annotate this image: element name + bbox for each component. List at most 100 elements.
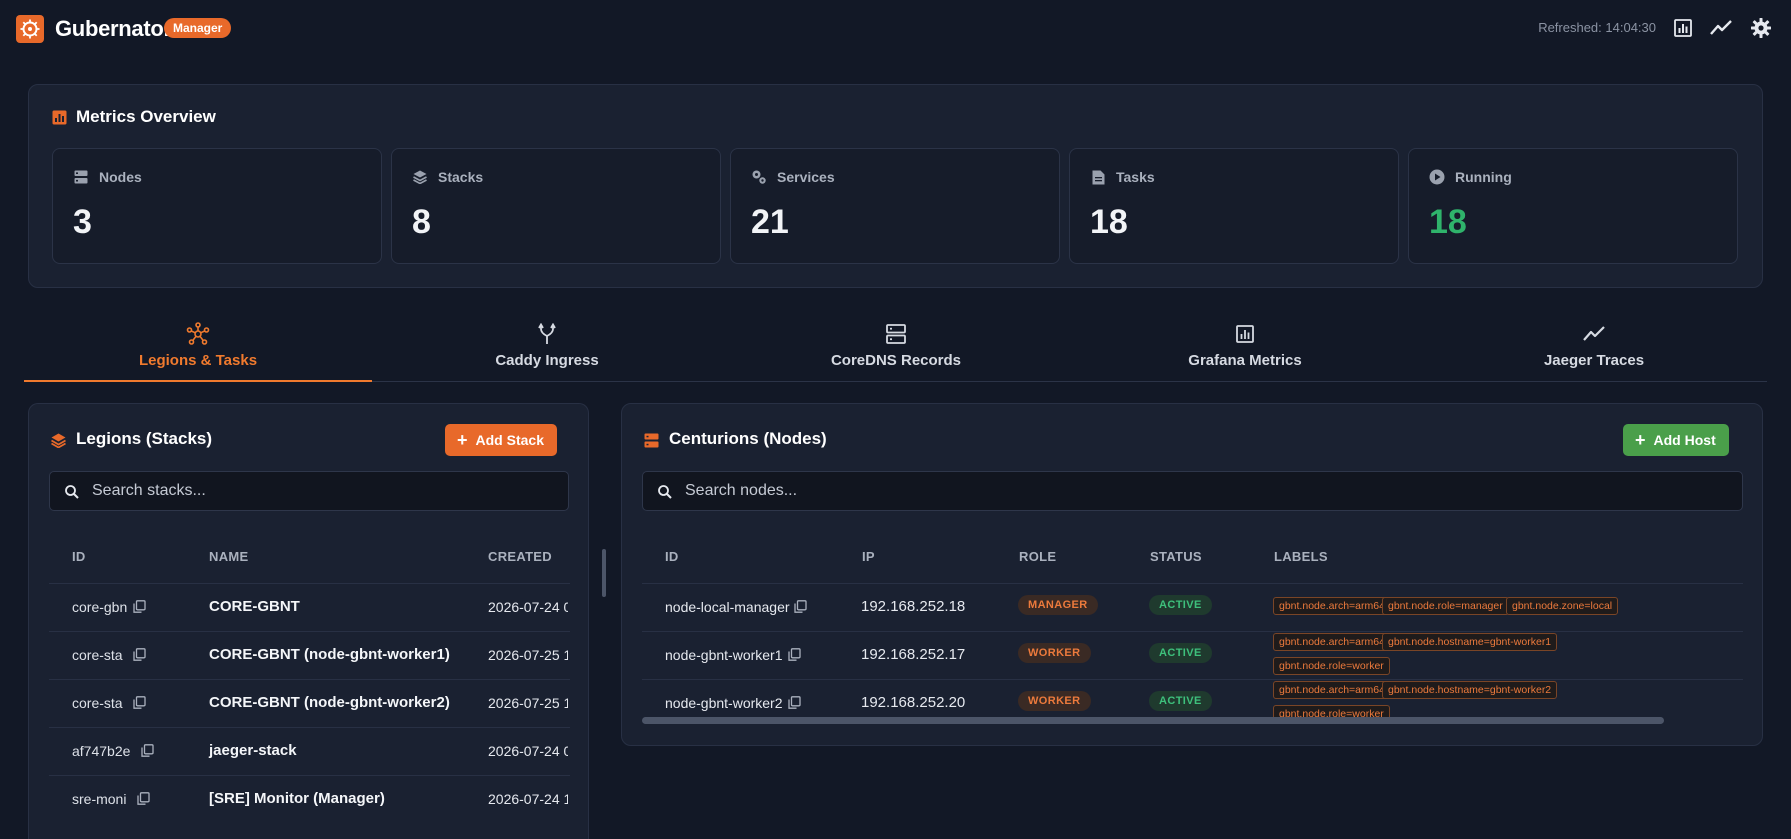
stack-id: sre-moni (72, 791, 127, 807)
node-search (642, 471, 1743, 511)
metric-label: Tasks (1116, 169, 1155, 185)
layers-icon (50, 432, 66, 448)
plus-icon: + (457, 430, 468, 450)
tab-caddy-ingress[interactable]: Caddy Ingress (373, 310, 721, 382)
node-ip: 192.168.252.17 (861, 646, 966, 663)
bar-chart-icon[interactable] (1672, 17, 1694, 39)
copy-icon[interactable] (133, 600, 146, 613)
status-badge: ACTIVE (1149, 643, 1212, 663)
trend-line-icon (1583, 322, 1605, 346)
column-header-id[interactable]: ID (72, 549, 86, 564)
node-search-input[interactable] (685, 472, 1734, 510)
stack-id: af747b2e (72, 743, 131, 759)
metric-value: 18 (1429, 203, 1467, 241)
refreshed-timestamp: Refreshed: 14:04:30 (1538, 20, 1656, 35)
role-badge: Manager (164, 18, 232, 38)
metrics-overview-card: Metrics Overview Nodes 3 Stacks 8 Servic… (28, 84, 1763, 288)
node-label: gbnt.node.zone=local (1506, 597, 1619, 615)
tab-legions-tasks[interactable]: Legions & Tasks (24, 310, 372, 382)
add-stack-button[interactable]: + Add Stack (445, 424, 557, 456)
stack-created: 2026-07-24 1 (488, 791, 568, 807)
add-host-button[interactable]: + Add Host (1623, 424, 1729, 456)
tab-coredns-records[interactable]: CoreDNS Records (722, 310, 1070, 382)
stack-created: 2026-07-25 1 (488, 695, 568, 711)
stack-id: core-sta (72, 647, 123, 663)
copy-icon[interactable] (788, 648, 801, 661)
node-ip: 192.168.252.18 (861, 598, 966, 615)
column-header-name[interactable]: NAME (209, 549, 249, 564)
gears-icon (751, 169, 767, 185)
stack-name: jaeger-stack (209, 742, 297, 759)
tab-label: Grafana Metrics (1188, 352, 1302, 369)
node-label: gbnt.node.arch=arm64 (1273, 597, 1391, 615)
column-header-status[interactable]: STATUS (1150, 549, 1202, 564)
role-badge: WORKER (1018, 691, 1091, 711)
search-icon (658, 485, 672, 499)
stack-id: core-gbn (72, 599, 128, 615)
table-row[interactable]: core-sta CORE-GBNT (node-gbnt-worker1) 2… (49, 631, 570, 679)
copy-icon[interactable] (133, 696, 146, 709)
column-header-role[interactable]: ROLE (1019, 549, 1057, 564)
server-icon (643, 432, 659, 448)
column-header-labels[interactable]: LABELS (1274, 549, 1328, 564)
role-badge: WORKER (1018, 643, 1091, 663)
node-label: gbnt.node.arch=arm64 (1273, 633, 1391, 651)
column-header-ip[interactable]: IP (862, 549, 875, 564)
stack-id: core-sta (72, 695, 123, 711)
metric-label: Services (777, 169, 835, 185)
document-icon (1090, 169, 1106, 185)
metric-running: Running 18 (1408, 148, 1738, 264)
table-row[interactable]: node-gbnt-worker1 192.168.252.17 WORKER … (642, 631, 1743, 679)
table-row[interactable]: sre-moni [SRE] Monitor (Manager) 2026-07… (49, 775, 570, 823)
node-id: node-gbnt-worker2 (665, 695, 783, 711)
node-label: gbnt.node.role=manager (1382, 597, 1509, 615)
stack-created: 2026-07-24 0 (488, 743, 568, 759)
copy-icon[interactable] (794, 600, 807, 613)
tab-jaeger-traces[interactable]: Jaeger Traces (1420, 310, 1768, 382)
table-row[interactable]: af747b2e jaeger-stack 2026-07-24 0 (49, 727, 570, 775)
main-tabs: Legions & Tasks Caddy Ingress CoreDNS Re… (24, 310, 1767, 382)
metric-value: 18 (1090, 203, 1128, 241)
splitter-handle[interactable] (602, 549, 606, 597)
table-row[interactable]: core-sta CORE-GBNT (node-gbnt-worker2) 2… (49, 679, 570, 727)
copy-icon[interactable] (788, 696, 801, 709)
copy-icon[interactable] (141, 744, 154, 757)
tab-label: Jaeger Traces (1543, 352, 1645, 369)
legions-title: Legions (Stacks) (76, 429, 213, 448)
node-label: gbnt.node.role=worker (1273, 657, 1390, 675)
search-icon (65, 485, 79, 499)
tab-label: Caddy Ingress (495, 352, 599, 369)
metric-label: Nodes (99, 169, 142, 185)
node-ip: 192.168.252.20 (861, 694, 966, 711)
node-id: node-gbnt-worker1 (665, 647, 783, 663)
tab-label: CoreDNS Records (830, 352, 962, 369)
metric-value: 21 (751, 203, 789, 241)
column-header-id[interactable]: ID (665, 549, 679, 564)
stack-search-input[interactable] (92, 472, 560, 510)
trend-line-icon[interactable] (1710, 17, 1732, 39)
table-row[interactable]: node-local-manager 192.168.252.18 MANAGE… (642, 583, 1743, 631)
merge-arrows-icon (537, 322, 557, 346)
tab-label: Legions & Tasks (138, 352, 258, 369)
plus-icon: + (1635, 430, 1646, 450)
copy-icon[interactable] (133, 648, 146, 661)
bar-chart-icon (51, 109, 67, 125)
node-label: gbnt.node.arch=arm64 (1273, 681, 1391, 699)
play-circle-icon (1429, 169, 1445, 185)
tab-grafana-metrics[interactable]: Grafana Metrics (1071, 310, 1419, 382)
column-header-created[interactable]: CREATED (488, 549, 552, 564)
node-label: gbnt.node.role=worker (1273, 705, 1390, 717)
metrics-title: Metrics Overview (76, 107, 216, 126)
gear-icon[interactable] (1750, 17, 1772, 39)
top-bar: Gubernator Manager Refreshed: 14:04:30 (0, 0, 1791, 56)
copy-icon[interactable] (137, 792, 150, 805)
metric-label: Running (1455, 169, 1512, 185)
network-hub-icon (186, 322, 210, 346)
table-row[interactable]: node-gbnt-worker2 192.168.252.20 WORKER … (642, 679, 1743, 717)
stack-name: [SRE] Monitor (Manager) (209, 790, 385, 807)
app-logo (16, 15, 44, 43)
horizontal-scrollbar[interactable] (642, 717, 1664, 724)
helm-wheel-icon (20, 19, 40, 39)
table-row[interactable]: core-gbn CORE-GBNT 2026-07-24 0 (49, 583, 570, 631)
legions-panel: Legions (Stacks) + Add Stack ID NAME CRE… (28, 403, 589, 839)
